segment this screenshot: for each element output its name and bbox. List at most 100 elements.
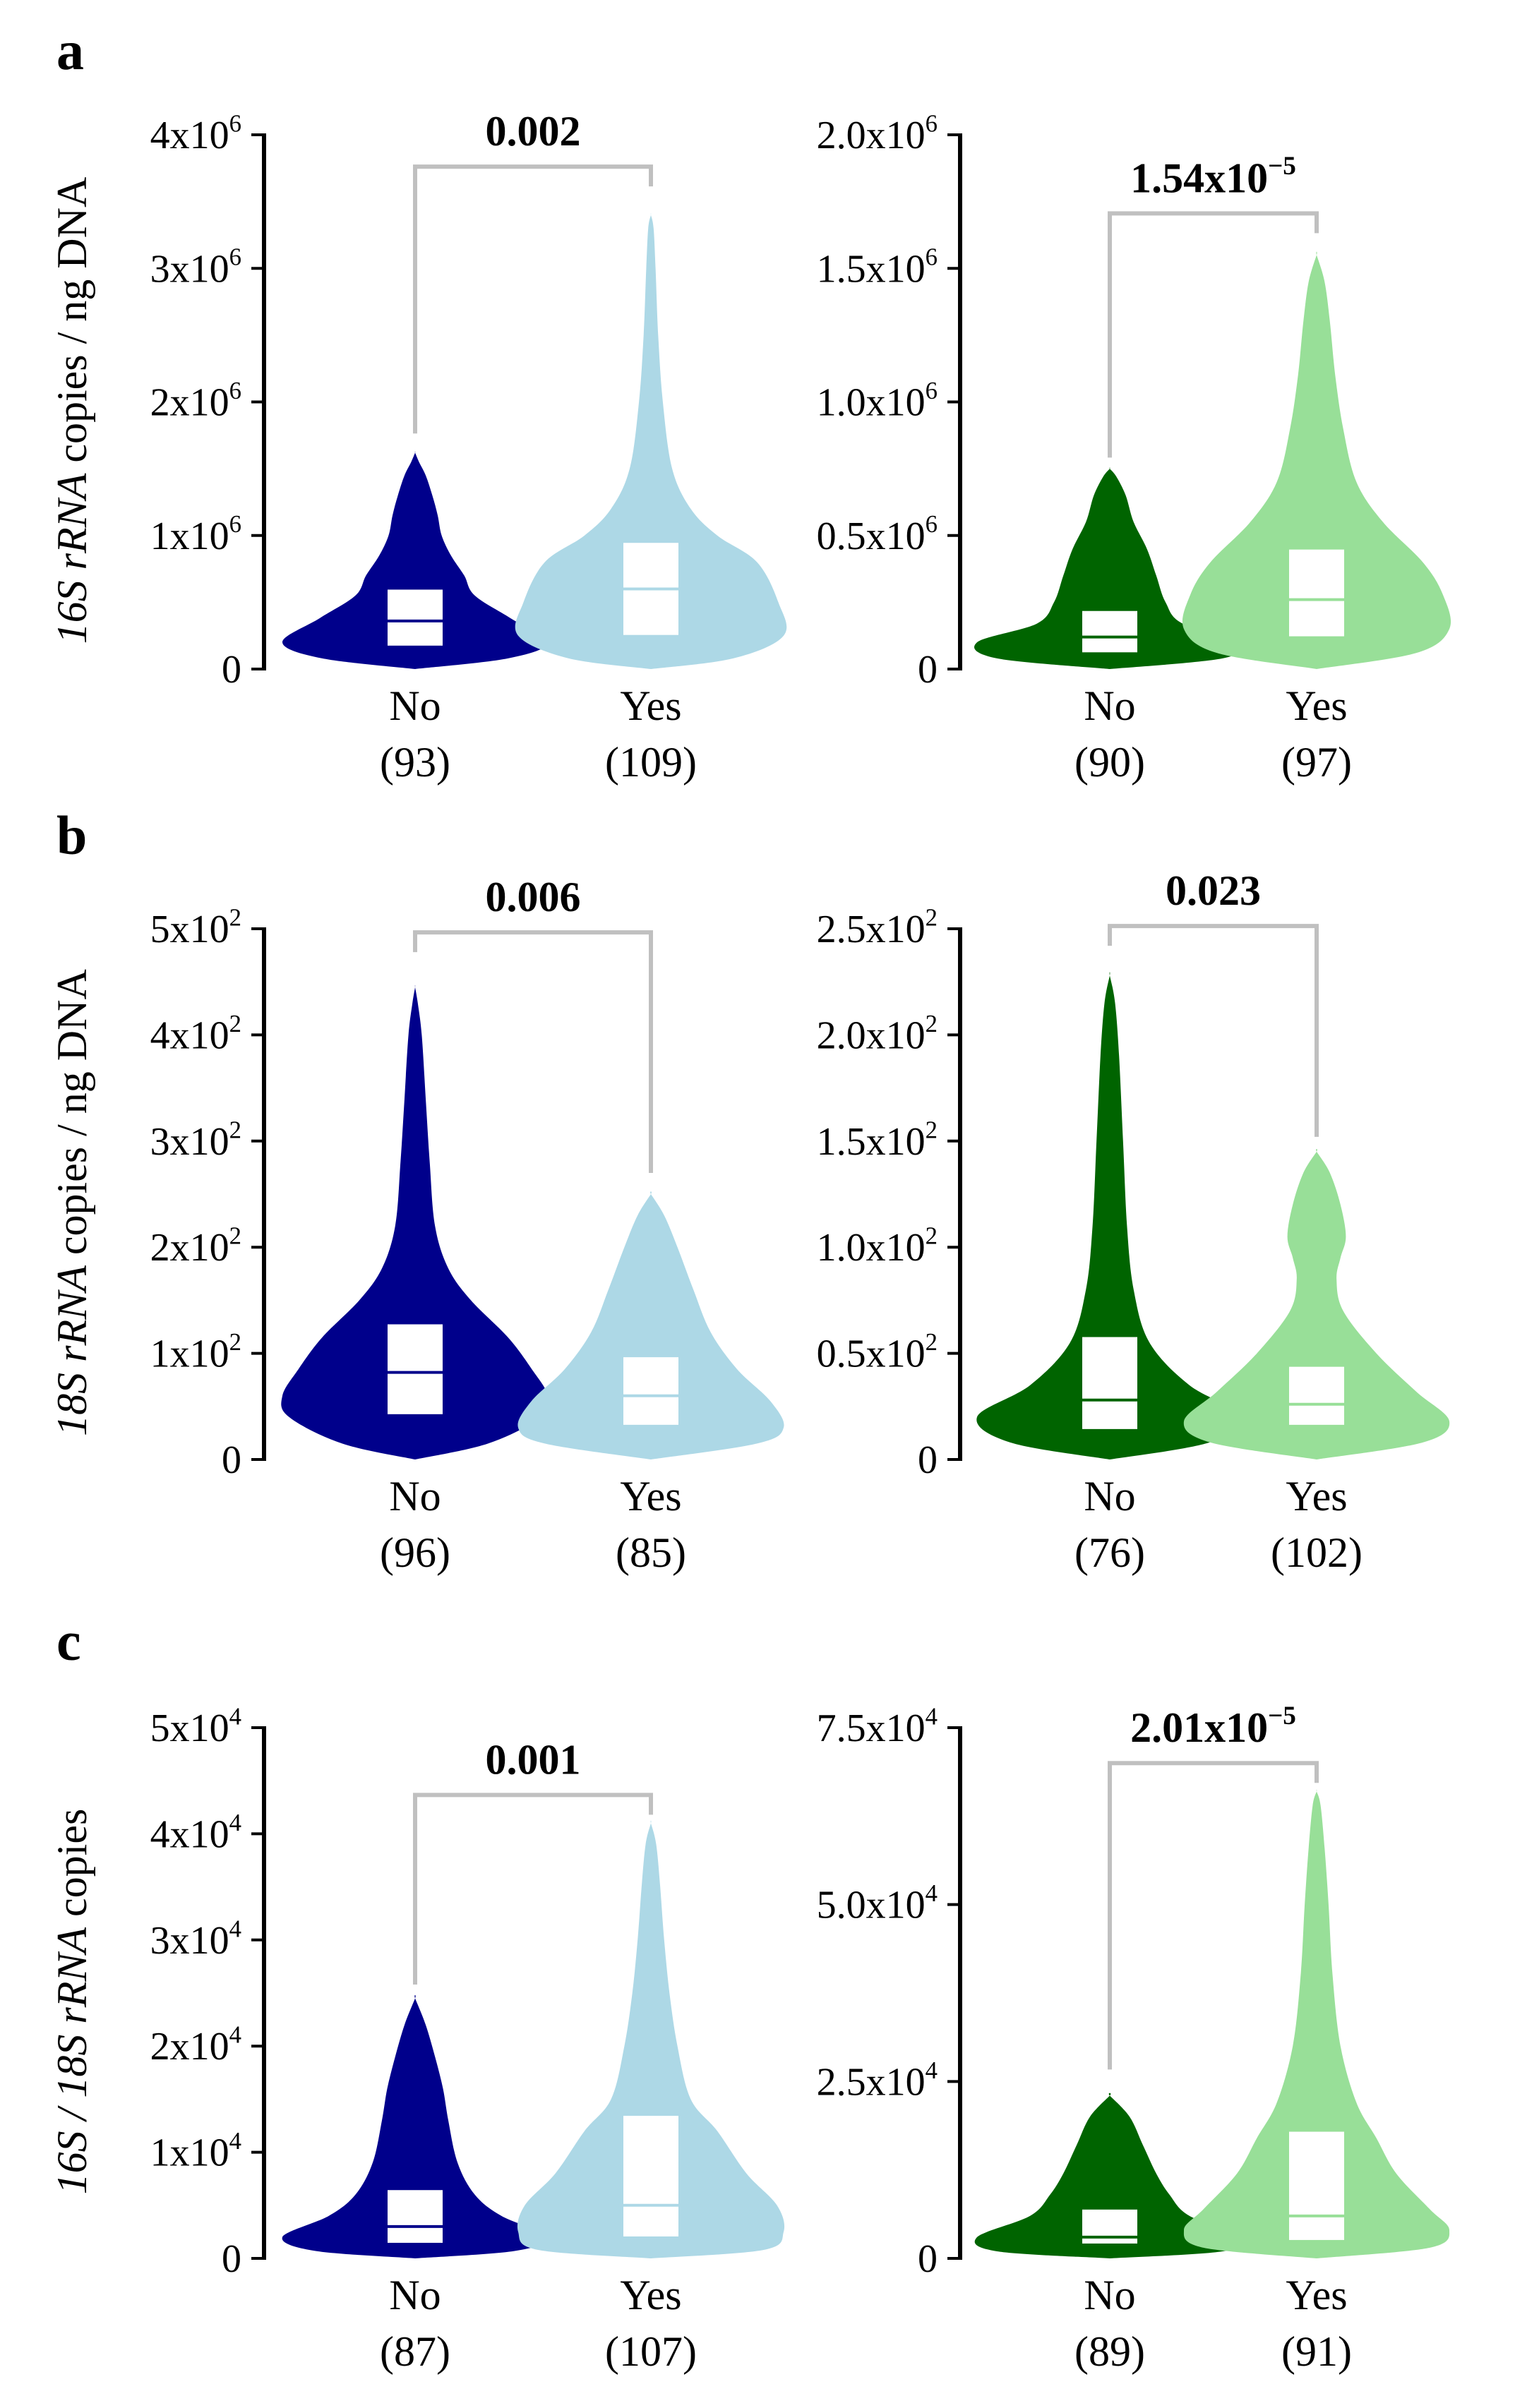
y-tick-label-mantissa: 3x10: [150, 1919, 229, 1963]
iqr-box-yes: [1288, 548, 1346, 638]
y-tick-label: 4x104: [150, 1809, 241, 1857]
y-tick-label-exponent: 4: [229, 1915, 241, 1942]
y-axis-title-rest: copies / ng DNA: [49, 177, 95, 474]
y-tick-label-exponent: 2: [229, 1328, 241, 1356]
violin-yes: [1182, 251, 1451, 669]
y-tick-label-exponent: 6: [229, 377, 241, 404]
y-tick-label: 0: [918, 2237, 938, 2281]
iqr-box-no: [386, 2189, 444, 2244]
y-tick-label-exponent: 2: [229, 1116, 241, 1143]
y-tick-label-mantissa: 0: [222, 1438, 241, 1482]
p-value-label: 0.002: [486, 108, 581, 155]
y-tick-label: 1.0x106: [817, 377, 938, 425]
panel-label-b: b: [56, 805, 87, 866]
violin-no: [282, 451, 549, 669]
violin-yes: [1183, 1149, 1450, 1459]
y-tick-label-mantissa: 3x10: [150, 1120, 229, 1164]
sample-size-yes: (85): [616, 1529, 686, 1576]
iqr-box-yes: [1288, 2130, 1346, 2241]
chart-c-left: 01x1042x1043x1044x1045x104No(87)Yes(107)…: [150, 1702, 785, 2375]
significance-bracket: [1108, 211, 1319, 458]
sample-size-no: (76): [1074, 1529, 1145, 1576]
y-tick-label: 2x102: [150, 1222, 241, 1270]
category-label-yes: Yes: [1286, 682, 1347, 729]
sample-size-yes: (109): [605, 739, 697, 785]
category-label-no: No: [1084, 2272, 1135, 2318]
category-label-no: No: [1084, 1473, 1135, 1519]
y-tick-label-mantissa: 0: [222, 648, 241, 692]
y-tick-label-mantissa: 5.0x10: [817, 1884, 926, 1927]
y-tick-label: 1.0x102: [817, 1222, 938, 1270]
y-tick-label: 1x104: [150, 2127, 241, 2175]
y-tick-label-mantissa: 1.0x10: [817, 1226, 926, 1270]
y-axis-title-rest: copies / ng DNA: [49, 969, 95, 1265]
y-tick-label: 0: [222, 2237, 241, 2281]
y-tick-label: 2.5x102: [817, 903, 938, 951]
y-tick-label-mantissa: 0: [222, 2237, 241, 2281]
p-value-label: 0.006: [486, 874, 581, 920]
violin-no: [976, 972, 1243, 1459]
y-tick-label: 3x104: [150, 1915, 241, 1963]
sample-size-yes: (97): [1281, 739, 1352, 785]
significance-bracket: [413, 164, 653, 434]
y-tick-label-mantissa: 0: [918, 2237, 938, 2281]
sample-size-yes: (107): [605, 2328, 697, 2375]
y-tick-label: 3x102: [150, 1116, 241, 1164]
row-c-y-axis-title: 16S / 18S rRNA copies: [49, 1809, 95, 2195]
y-tick-label-mantissa: 1.0x10: [817, 381, 926, 425]
y-tick-label-mantissa: 0: [918, 648, 938, 692]
y-tick-label-exponent: 2: [926, 903, 938, 931]
y-tick-label-mantissa: 1x10: [150, 1332, 229, 1376]
iqr-box-yes: [622, 1356, 680, 1426]
y-tick-label: 2.0x106: [817, 109, 938, 157]
p-value-label-mantissa: 0.002: [486, 108, 581, 155]
iqr-box-no: [1081, 2208, 1139, 2245]
sample-size-no: (96): [380, 1529, 450, 1576]
violin-yes: [517, 1820, 785, 2258]
y-tick-label-exponent: 2: [926, 1222, 938, 1250]
category-label-no: No: [1084, 682, 1135, 729]
y-tick-label-exponent: 4: [926, 2057, 938, 2084]
y-tick-label: 5x102: [150, 903, 241, 951]
y-tick-label: 0: [918, 648, 938, 692]
chart-b-right: 00.5x1021.0x1021.5x1022.0x1022.5x102No(7…: [817, 867, 1450, 1576]
y-tick-label-mantissa: 1x10: [150, 2131, 229, 2175]
sample-size-no: (89): [1074, 2328, 1145, 2375]
y-tick-label: 1x106: [150, 510, 241, 558]
significance-bracket: [413, 1793, 653, 1985]
y-tick-label: 2x106: [150, 377, 241, 425]
y-tick-label: 0: [918, 1438, 938, 1482]
y-tick-label-mantissa: 2x10: [150, 381, 229, 425]
y-tick-label-mantissa: 1.5x10: [817, 1120, 926, 1164]
y-tick-label-mantissa: 1.5x10: [817, 247, 926, 291]
iqr-box-no: [1081, 1335, 1139, 1431]
y-tick-label: 1x102: [150, 1328, 241, 1376]
iqr-box-yes: [1288, 1365, 1346, 1426]
y-axis-title-italic: 18S rRNA: [49, 1265, 95, 1436]
significance-bracket: [1108, 924, 1319, 1137]
y-tick-label-mantissa: 0.5x10: [817, 514, 926, 558]
y-tick-label-mantissa: 4x10: [150, 114, 229, 157]
y-tick-label-exponent: 6: [926, 377, 938, 404]
sample-size-yes: (102): [1271, 1529, 1363, 1576]
violin-yes: [515, 213, 787, 669]
violin-no: [974, 2093, 1245, 2258]
panel-label-c: c: [56, 1611, 81, 1672]
y-tick-label-exponent: 2: [229, 1222, 241, 1250]
category-label-yes: Yes: [620, 1473, 681, 1519]
y-tick-label-mantissa: 5x10: [150, 1706, 229, 1750]
chart-a-right: 00.5x1061.0x1061.5x1062.0x106No(90)Yes(9…: [817, 109, 1451, 785]
sample-size-no: (93): [380, 739, 450, 785]
panel-label-a: a: [56, 20, 84, 81]
y-tick-label: 4x106: [150, 109, 241, 157]
iqr-box-no: [386, 588, 444, 647]
y-tick-label-exponent: 4: [926, 1702, 938, 1730]
y-tick-label: 0: [222, 1438, 241, 1482]
y-tick-label-mantissa: 2x10: [150, 2025, 229, 2069]
row-b-y-axis-title: 18S rRNA copies / ng DNA: [49, 969, 95, 1436]
y-tick-label-mantissa: 2x10: [150, 1226, 229, 1270]
p-value-label-mantissa: 2.01x10: [1130, 1704, 1268, 1751]
chart-c-right: 02.5x1045.0x1047.5x104No(89)Yes(91)2.01x…: [817, 1702, 1450, 2375]
y-tick-label: 7.5x104: [817, 1702, 938, 1750]
y-tick-label-exponent: 4: [926, 1879, 938, 1907]
